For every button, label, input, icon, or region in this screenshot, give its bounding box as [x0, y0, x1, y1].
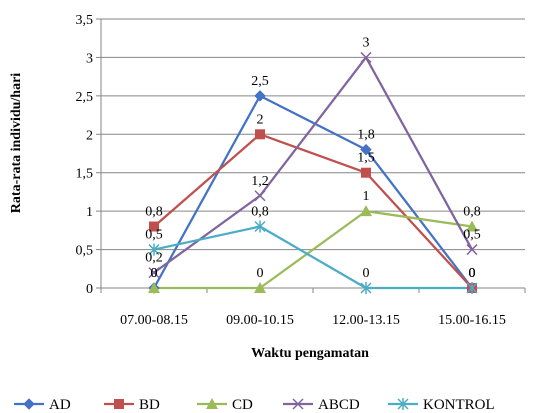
series-line-kontrol	[153, 225, 472, 290]
legend-marker-kontrol	[397, 398, 409, 410]
y-tick-label: 1	[86, 205, 93, 220]
marker-abcd	[466, 244, 478, 256]
data-label-ad: 1,8	[357, 128, 375, 143]
data-label-cd: 0	[257, 266, 264, 281]
data-labels: 02,51,800,821,500 010,80,21,230,50,50,80 0	[145, 35, 481, 281]
data-label-kontrol: 0,8	[251, 205, 269, 220]
y-tick-label: 3,5	[76, 13, 94, 28]
x-tick-label: 07.00-08.15	[120, 313, 188, 328]
marker-kontrol	[466, 282, 478, 294]
data-label-bd: 0	[469, 266, 476, 281]
data-label-ad: 2,5	[251, 74, 269, 89]
y-tick-label: 0,5	[76, 244, 94, 259]
series-markers	[148, 51, 478, 294]
x-tick-label: 15.00-16.15	[438, 313, 506, 328]
data-label-abcd: 3	[363, 35, 370, 50]
x-axis-title: Waktu pengamatan	[251, 346, 369, 361]
legend-label-kontrol: KONTROL	[423, 397, 495, 413]
x-tick-label: 09.00-10.15	[226, 313, 294, 328]
legend-label-ad: AD	[49, 397, 71, 413]
series-line-ad	[153, 94, 473, 289]
marker-bd	[361, 167, 371, 178]
marker-ad	[360, 143, 372, 156]
data-label-bd: 1,5	[357, 151, 375, 166]
series-lines	[153, 56, 473, 290]
marker-kontrol	[360, 282, 372, 294]
legend-marker-bd	[114, 399, 124, 409]
y-tick-label: 0	[86, 282, 93, 297]
x-tick-label: 12.00-13.15	[332, 313, 400, 328]
data-label-ad: 0	[469, 266, 476, 281]
marker-ad	[254, 90, 266, 102]
data-label-kontrol: 0	[469, 266, 476, 281]
data-label-ad: 0	[151, 266, 158, 281]
marker-abcd	[254, 190, 266, 202]
data-label-cd: 0,8	[463, 205, 481, 220]
data-label-abcd: 1,2	[251, 174, 269, 189]
marker-cd	[360, 205, 372, 217]
data-label-abcd: 0,2	[145, 251, 163, 266]
series-line-bd	[153, 133, 473, 289]
data-label-abcd: 0,5	[463, 228, 481, 243]
legend-marker-abcd	[292, 398, 304, 410]
series-line-cd	[154, 210, 473, 290]
legend-label-cd: CD	[232, 397, 253, 413]
data-label-bd: 2	[257, 112, 264, 127]
legend-label-bd: BD	[139, 397, 160, 413]
data-label-kontrol: 0,5	[145, 228, 163, 243]
legend-marker-cd	[206, 398, 218, 409]
y-tick-label: 2	[86, 128, 93, 143]
axes: 00,511,522,533,507.00-08.15 09.00-10.15 12…	[76, 13, 526, 328]
legend-marker-ad	[23, 398, 35, 410]
data-label-bd: 0,8	[145, 205, 163, 220]
y-tick-label: 1,5	[76, 167, 94, 182]
data-label-cd: 1	[363, 189, 370, 204]
marker-kontrol	[148, 243, 160, 256]
gridlines	[101, 18, 525, 251]
y-tick-label: 3	[86, 51, 93, 66]
legend-label-abcd: ABCD	[318, 397, 360, 413]
series-line-abcd	[153, 56, 473, 274]
y-axis-title: Rata-rata individu/hari	[9, 73, 24, 214]
data-label-cd: 0	[151, 266, 158, 281]
marker-cd	[148, 282, 160, 293]
marker-bd	[255, 129, 265, 140]
marker-kontrol	[254, 220, 266, 233]
marker-abcd	[148, 267, 160, 279]
marker-cd	[466, 220, 478, 232]
marker-abcd	[360, 51, 372, 63]
y-tick-label: 2,5	[76, 90, 94, 105]
data-label-kontrol: 0	[363, 266, 370, 281]
marker-cd	[254, 282, 266, 293]
legend: AD BD CD ABCD KONTROL	[14, 397, 495, 413]
marker-bd	[149, 221, 159, 232]
